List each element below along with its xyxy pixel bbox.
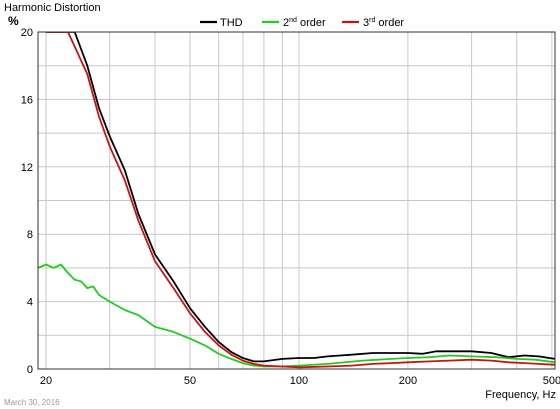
y-tick-label: 20: [21, 27, 33, 39]
y-tick-label: 16: [21, 94, 33, 106]
series-line-3rd-order: [46, 32, 555, 369]
series-line-thd: [46, 32, 555, 363]
x-tick-labels: 20 50 100 200 500: [40, 375, 560, 387]
series-lines: [38, 32, 555, 369]
legend-label: 3rd order: [363, 17, 404, 29]
y-tick-labels: 0 4 8 12 16 20: [21, 27, 33, 376]
x-tick-label: 100: [290, 375, 308, 387]
y-tick-label: 4: [27, 297, 33, 309]
y-tick-label: 0: [27, 364, 33, 376]
chart-date: March 30, 2016: [4, 398, 60, 407]
x-axis-label: Frequency, Hz: [485, 389, 556, 401]
legend-label: THD: [220, 17, 243, 29]
x-tick-label: 200: [399, 375, 417, 387]
y-axis-unit: %: [8, 14, 19, 28]
y-tick-label: 8: [27, 229, 33, 241]
legend: THD 2nd order 3rd order: [200, 17, 404, 29]
y-tick-label: 12: [21, 162, 33, 174]
series-line-2nd-order: [38, 263, 555, 368]
chart-title: Harmonic Distortion: [4, 2, 101, 14]
x-tick-label: 500: [543, 375, 560, 387]
x-tick-label: 20: [40, 375, 52, 387]
legend-label: 2nd order: [283, 17, 326, 29]
grid: [38, 32, 555, 369]
x-tick-label: 50: [184, 375, 196, 387]
plot-frame: [37, 31, 556, 370]
